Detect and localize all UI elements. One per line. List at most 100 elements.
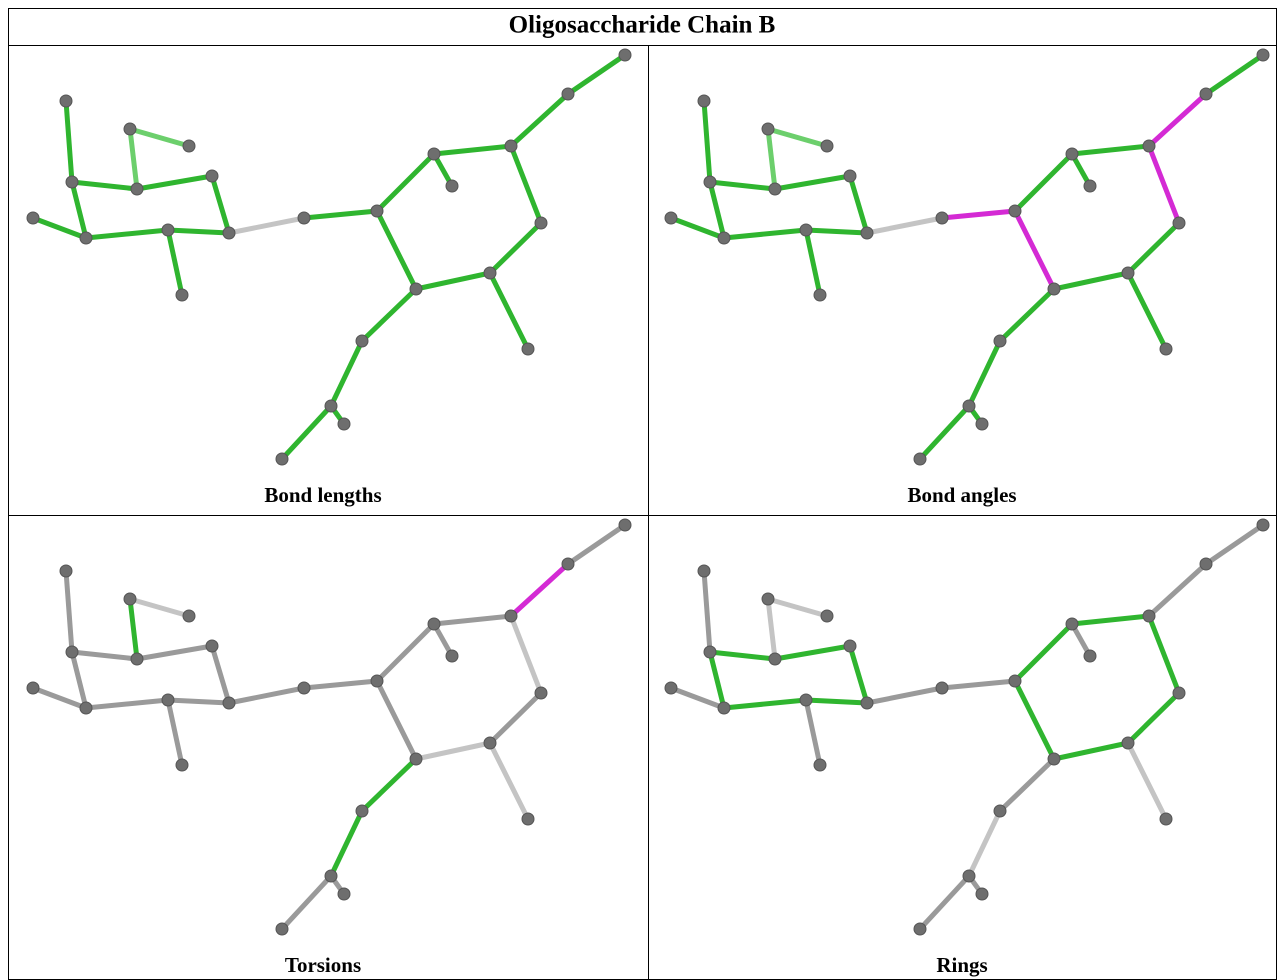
- bond: [710, 652, 775, 659]
- atom: [1173, 687, 1185, 699]
- bond: [768, 129, 775, 189]
- bond: [724, 700, 806, 708]
- bond: [704, 571, 710, 652]
- page: Oligosaccharide Chain B Bond lengths Bon…: [0, 0, 1277, 980]
- bond: [416, 743, 490, 759]
- atom: [535, 217, 547, 229]
- atom: [800, 694, 812, 706]
- atom: [176, 759, 188, 771]
- atom: [505, 140, 517, 152]
- atom: [410, 283, 422, 295]
- atom: [619, 519, 631, 531]
- atom: [66, 176, 78, 188]
- atom: [844, 170, 856, 182]
- bond: [568, 525, 625, 564]
- atom: [183, 140, 195, 152]
- bond: [66, 571, 72, 652]
- bond: [331, 811, 362, 876]
- bond: [1015, 154, 1072, 211]
- atom: [27, 682, 39, 694]
- bond: [1206, 55, 1263, 94]
- bond: [72, 652, 137, 659]
- atom: [1257, 519, 1269, 531]
- atom: [325, 870, 337, 882]
- bond: [775, 176, 850, 189]
- bond: [942, 681, 1015, 688]
- atom: [1009, 205, 1021, 217]
- atom: [861, 227, 873, 239]
- atom: [821, 610, 833, 622]
- atom: [298, 212, 310, 224]
- bond: [511, 146, 541, 223]
- atom: [522, 813, 534, 825]
- atom: [338, 888, 350, 900]
- bond: [920, 406, 969, 459]
- bond: [86, 230, 168, 238]
- bond: [568, 55, 625, 94]
- bond: [304, 211, 377, 218]
- atom: [325, 400, 337, 412]
- bond: [434, 146, 511, 154]
- bond: [806, 230, 867, 233]
- atom: [371, 205, 383, 217]
- atom: [1257, 49, 1269, 61]
- bond: [282, 406, 331, 459]
- atom: [298, 682, 310, 694]
- atom: [206, 170, 218, 182]
- bond: [212, 176, 229, 233]
- atom: [1200, 88, 1212, 100]
- bond: [72, 182, 86, 238]
- bond: [137, 646, 212, 659]
- atom: [1048, 753, 1060, 765]
- atom: [356, 335, 368, 347]
- atom: [162, 224, 174, 236]
- bond: [511, 94, 568, 146]
- atom: [276, 923, 288, 935]
- bond: [168, 230, 182, 295]
- bond: [490, 223, 541, 273]
- bond: [775, 646, 850, 659]
- atom: [124, 123, 136, 135]
- bond: [168, 700, 229, 703]
- atom: [914, 923, 926, 935]
- bond: [212, 646, 229, 703]
- atom: [428, 148, 440, 160]
- atom: [131, 183, 143, 195]
- atom: [914, 453, 926, 465]
- bond: [1128, 223, 1179, 273]
- atom: [183, 610, 195, 622]
- atom: [206, 640, 218, 652]
- bond: [331, 341, 362, 406]
- atom: [994, 335, 1006, 347]
- bond: [768, 129, 827, 146]
- atom: [704, 646, 716, 658]
- bond: [671, 218, 724, 238]
- molecule: [27, 49, 631, 465]
- bond: [490, 693, 541, 743]
- bond: [806, 700, 820, 765]
- bond: [511, 616, 541, 693]
- bond: [86, 700, 168, 708]
- bond: [1128, 693, 1179, 743]
- bond: [377, 624, 434, 681]
- bond: [490, 273, 528, 349]
- bond: [66, 101, 72, 182]
- bond: [1000, 289, 1054, 341]
- atom: [162, 694, 174, 706]
- bond: [434, 616, 511, 624]
- bond: [229, 688, 304, 703]
- bond: [969, 341, 1000, 406]
- panel-caption: Torsions: [285, 953, 361, 977]
- atom: [371, 675, 383, 687]
- bond: [1206, 525, 1263, 564]
- atom: [704, 176, 716, 188]
- bond: [710, 182, 775, 189]
- bond: [282, 876, 331, 929]
- atom: [976, 888, 988, 900]
- bond: [710, 182, 724, 238]
- atom: [562, 88, 574, 100]
- atom: [27, 212, 39, 224]
- bond: [377, 681, 416, 759]
- atom: [698, 565, 710, 577]
- table-title: Oligosaccharide Chain B: [509, 12, 776, 39]
